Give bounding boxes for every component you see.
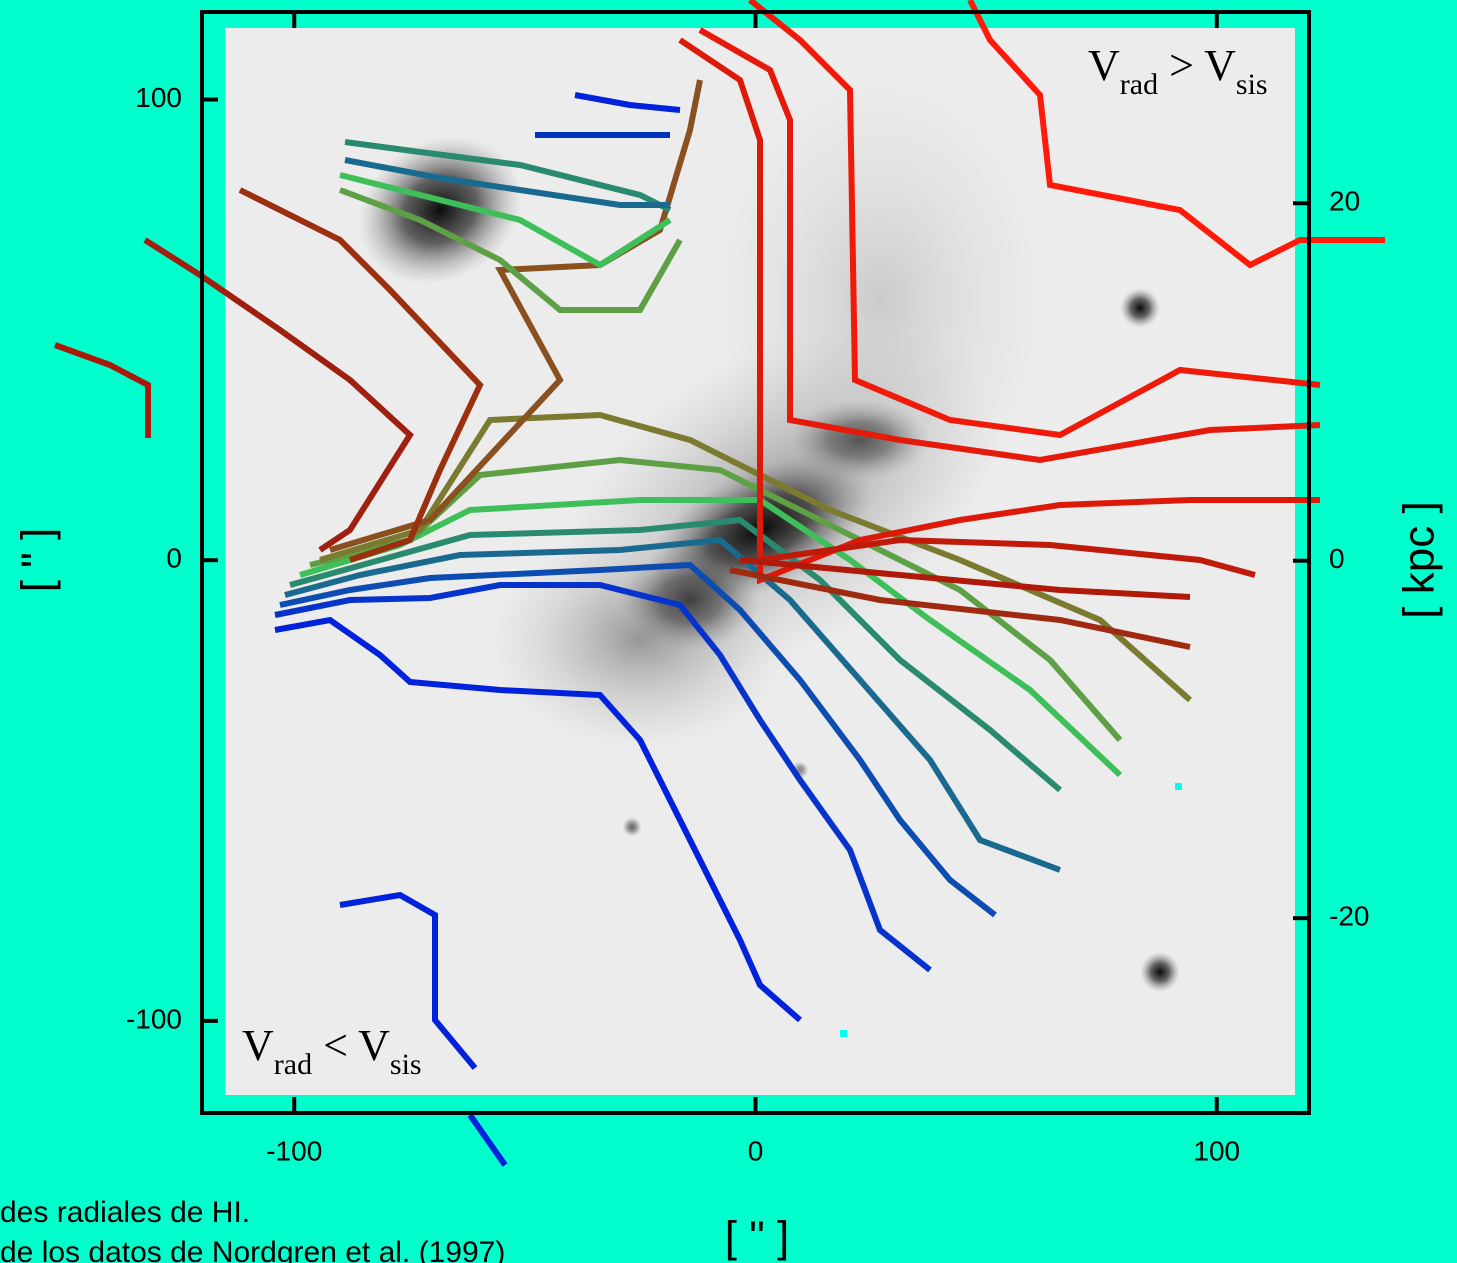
annotation-text: V <box>242 1021 274 1070</box>
annotation-subscript: rad <box>274 1048 312 1081</box>
annotation-text: V <box>1088 41 1120 90</box>
y2-tick-label: 20 <box>1329 186 1360 217</box>
y2-tick-label: -20 <box>1329 901 1369 932</box>
x-tick-label: 0 <box>748 1135 764 1166</box>
annotation-text: V <box>1204 41 1236 90</box>
annotation-subscript: rad <box>1120 68 1158 101</box>
y-tick-label: 0 <box>166 543 182 574</box>
y-tick-label: 100 <box>135 82 182 113</box>
y2-axis-label: [ kpc ] <box>1395 501 1444 618</box>
annotation-subscript: sis <box>1236 68 1268 101</box>
y-tick-label: -100 <box>126 1003 182 1034</box>
annotation: Vrad > Vsis <box>1088 41 1268 101</box>
velocity-contours <box>53 0 1385 1167</box>
y-axis-label: [ " ] <box>13 528 62 593</box>
y2-tick-label: 0 <box>1329 543 1345 574</box>
annotation: Vrad < Vsis <box>242 1021 422 1081</box>
x-tick-label: -100 <box>266 1135 322 1166</box>
caption-line: des radiales de HI. <box>0 1196 250 1229</box>
annotation-text: < <box>312 1021 358 1070</box>
caption-line: de los datos de Nordgren et al. (1997) <box>0 1236 505 1263</box>
annotation-text: > <box>1158 41 1204 90</box>
x-axis-label: [ " ] <box>725 1213 790 1262</box>
annotation-subscript: sis <box>390 1048 422 1081</box>
x-tick-label: 100 <box>1193 1135 1240 1166</box>
annotation-text: V <box>358 1021 390 1070</box>
